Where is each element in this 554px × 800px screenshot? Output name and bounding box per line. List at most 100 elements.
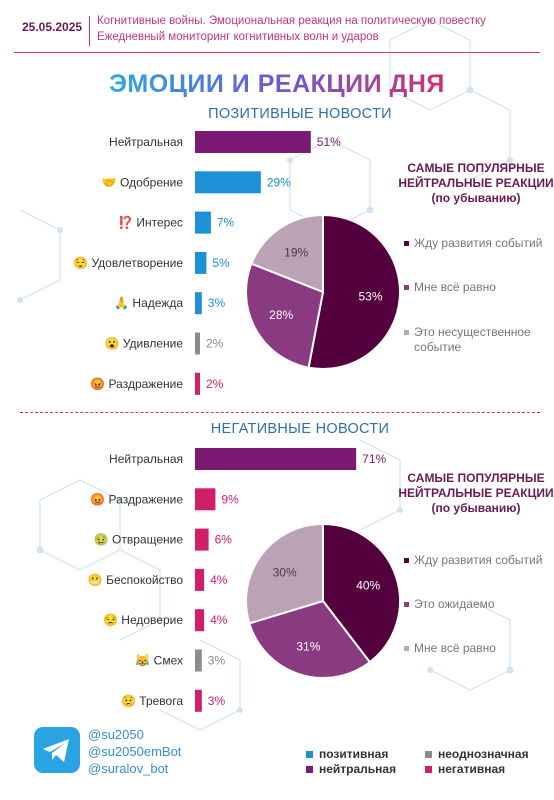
handle-link[interactable]: @su2050 — [88, 727, 144, 742]
pie-title-positive: САМЫЕ ПОПУЛЯРНЫЕ НЕЙТРАЛЬНЫЕ РЕАКЦИИ (по… — [396, 161, 554, 206]
positive-pie-slice-label: 28% — [269, 308, 293, 322]
pie-legend-item: Мне всё равно — [404, 280, 544, 295]
pie-title-line: САМЫЕ ПОПУЛЯРНЫЕ — [407, 161, 545, 175]
positive-bar — [195, 211, 211, 234]
positive-pie-slice-label: 53% — [359, 289, 383, 303]
legend-neutral: нейтральная — [306, 762, 396, 776]
negative-value-label: 3% — [208, 654, 226, 668]
pie-legend-item: Это ожидаемо — [404, 597, 544, 612]
negative-pie-slice — [322, 522, 402, 664]
pie-legend-item: Мне всё равно — [404, 641, 544, 656]
legend-label: Это ожидаемо — [414, 597, 495, 611]
negative-category-label: 😹 Смех — [135, 654, 183, 668]
legend-label: неоднозначная — [438, 747, 529, 761]
legend-label: Это несущественное событие — [414, 325, 531, 354]
negative-bar — [195, 488, 216, 511]
pie-title-line: (по убыванию) — [431, 501, 521, 515]
positive-value-label: 3% — [208, 296, 226, 310]
negative-pie-slice-label: 31% — [296, 639, 320, 653]
negative-pie-slice — [245, 522, 324, 625]
negative-bar — [195, 689, 202, 712]
negative-value-label: 71% — [362, 452, 386, 466]
legend-label: Жду развития событий — [414, 553, 543, 567]
positive-value-label: 51% — [317, 135, 341, 149]
header-subtitle-1: Когнитивные войны. Эмоциональная реакция… — [97, 15, 486, 27]
positive-pie-slice — [250, 213, 324, 294]
legend-swatch — [306, 766, 313, 774]
pie-title-line: САМЫЕ ПОПУЛЯРНЫЕ — [407, 471, 545, 485]
pie-legend-item: Жду развития событий — [404, 553, 544, 568]
negative-bar — [195, 528, 209, 551]
handle-link[interactable]: @su2050emBot — [88, 744, 182, 759]
legend-negative: негативная — [425, 762, 505, 776]
header-date: 25.05.2025 — [22, 20, 83, 34]
positive-category-label: Нейтральная — [109, 135, 183, 149]
negative-category-label: 🤢 Отвращение — [94, 533, 184, 547]
positive-pie-slice — [245, 262, 325, 369]
telegram-icon[interactable] — [34, 727, 80, 773]
negative-category-label: 😬 Беспокойство — [88, 573, 183, 587]
negative-pie-slice — [248, 599, 372, 679]
pie-title-line: НЕЙТРАЛЬНЫЕ РЕАКЦИИ — [398, 176, 554, 190]
legend-swatch — [404, 330, 409, 335]
positive-value-label: 2% — [206, 337, 224, 351]
negative-category-label: 😟 Тревога — [121, 694, 183, 708]
legend-label: Мне всё равно — [414, 641, 496, 655]
legend-swatch — [425, 766, 432, 774]
negative-bar — [195, 568, 205, 591]
negative-value-label: 3% — [208, 694, 226, 708]
negative-value-label: 6% — [215, 533, 233, 547]
legend-label: позитивная — [319, 747, 389, 761]
legend-swatch — [404, 558, 409, 563]
positive-category-label: 😡 Раздражение — [90, 377, 183, 391]
pie-legend-item: Это несущественное событие — [404, 325, 544, 355]
legend-swatch — [404, 646, 409, 651]
positive-bar — [195, 332, 200, 355]
telegram-plane-icon — [43, 739, 69, 762]
positive-value-label: 7% — [217, 216, 235, 230]
positive-pie-slice-label: 19% — [284, 246, 308, 260]
positive-bar — [195, 292, 202, 315]
positive-bar — [195, 171, 261, 194]
legend-swatch — [404, 602, 409, 607]
legend-label: Жду развития событий — [414, 236, 543, 250]
header-subtitle-2: Ежедневный мониторинг когнитивных волн и… — [97, 31, 379, 43]
legend-label: негативная — [438, 762, 506, 776]
header: 25.05.2025 Когнитивные войны. Эмоциональ… — [0, 0, 554, 53]
page-title: ЭМОЦИИ И РЕАКЦИИ ДНЯ — [0, 70, 554, 99]
legend-swatch — [306, 751, 313, 759]
section-title-negative: НЕГАТИВНЫЕ НОВОСТИ — [210, 421, 390, 437]
positive-category-label: 😮 Удивление — [105, 337, 184, 351]
positive-category-label: ⁉️ Интерес — [118, 216, 183, 230]
negative-category-label: Нейтральная — [109, 452, 183, 466]
negative-bar — [195, 649, 202, 672]
positive-category-label: 😌 Удовлетворение — [73, 256, 183, 270]
negative-category-label: 😡 Раздражение — [90, 492, 183, 506]
legend-ambiguous: неоднозначная — [425, 747, 529, 761]
pie-legend-item: Жду развития событий — [404, 236, 544, 251]
pie-title-line: НЕЙТРАЛЬНЫЕ РЕАКЦИИ — [398, 486, 554, 500]
positive-bar — [195, 131, 311, 153]
positive-category-label: 🤝 Одобрение — [102, 175, 184, 189]
legend-positive: позитивная — [306, 747, 388, 761]
positive-category-label: 🙏 Надежда — [114, 296, 183, 310]
page-title-text: ЭМОЦИИ И РЕАКЦИИ ДНЯ — [109, 70, 445, 98]
negative-pie-slice-label: 30% — [273, 566, 297, 580]
legend-swatch — [425, 751, 432, 759]
legend-label: Мне всё равно — [414, 280, 496, 294]
pie-title-negative: САМЫЕ ПОПУЛЯРНЫЕ НЕЙТРАЛЬНЫЕ РЕАКЦИИ (по… — [396, 471, 554, 516]
positive-value-label: 5% — [212, 256, 230, 270]
negative-bar — [195, 609, 205, 632]
pie-title-line: (по убыванию) — [431, 191, 521, 205]
positive-bar — [195, 251, 207, 274]
section-title-positive: ПОЗИТИВНЫЕ НОВОСТИ — [208, 106, 392, 122]
handle-link[interactable]: @suralov_bot — [88, 761, 169, 776]
positive-value-label: 29% — [267, 175, 291, 189]
negative-value-label: 9% — [221, 492, 239, 506]
negative-value-label: 4% — [210, 613, 228, 627]
positive-value-label: 2% — [206, 377, 224, 391]
negative-bar — [195, 448, 357, 470]
header-rule — [14, 52, 540, 53]
